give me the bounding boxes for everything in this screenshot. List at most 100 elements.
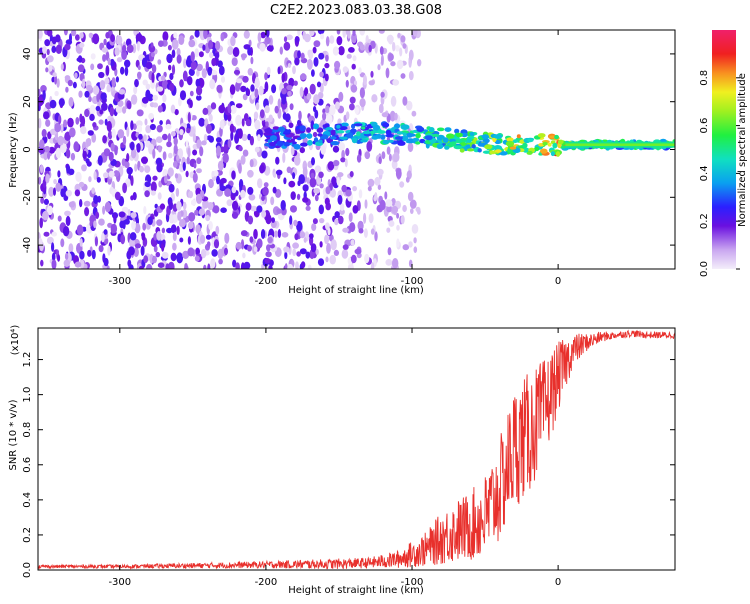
noise-cell <box>378 103 384 114</box>
noise-cell <box>286 85 293 91</box>
noise-cell <box>276 208 282 214</box>
noise-cell <box>173 161 178 168</box>
noise-cell <box>51 242 55 252</box>
noise-cell <box>302 196 309 203</box>
noise-cell <box>314 194 319 202</box>
signal-cell <box>372 124 381 131</box>
noise-cell <box>402 96 408 106</box>
noise-cell <box>116 35 123 46</box>
noise-cell <box>127 259 132 268</box>
noise-cell <box>40 197 45 204</box>
noise-cell <box>185 140 189 148</box>
noise-cell <box>187 147 191 158</box>
noise-cell <box>77 64 85 73</box>
noise-cell <box>230 105 237 114</box>
noise-cell <box>268 265 273 269</box>
bottom-y-axis-label: SNR (10 * v/v) <box>8 399 19 470</box>
noise-cell <box>380 91 385 98</box>
noise-cell <box>290 191 296 201</box>
noise-cell <box>240 53 247 59</box>
noise-cell <box>127 209 131 216</box>
noise-cell <box>363 228 368 238</box>
noise-cell <box>292 172 296 180</box>
noise-cell <box>402 244 410 251</box>
signal-cell <box>554 134 559 140</box>
noise-cell <box>296 251 301 257</box>
noise-cell <box>348 47 355 53</box>
noise-cell <box>159 120 163 126</box>
noise-cell <box>387 247 392 256</box>
signal-cell <box>455 132 463 138</box>
noise-cell <box>240 239 245 250</box>
noise-cell <box>325 186 331 195</box>
noise-cell <box>235 81 241 92</box>
noise-cell <box>115 76 119 83</box>
noise-cell <box>358 228 364 234</box>
noise-cell <box>193 162 197 169</box>
noise-cell <box>223 144 229 155</box>
noise-cell <box>216 175 220 185</box>
signal-cell <box>409 133 416 137</box>
top-y-axis-label: Frequency (Hz) <box>8 112 19 188</box>
noise-cell <box>385 259 393 266</box>
noise-cell <box>254 88 259 99</box>
noise-cell <box>266 244 271 252</box>
noise-cell <box>396 238 400 248</box>
signal-cell <box>264 128 273 134</box>
noise-cell <box>167 44 172 51</box>
noise-cell <box>84 207 90 217</box>
noise-cell <box>342 30 346 38</box>
noise-cell <box>196 63 203 72</box>
noise-cell <box>408 49 414 61</box>
noise-cell <box>370 262 375 269</box>
noise-cell <box>76 224 84 236</box>
noise-cell <box>190 199 197 206</box>
noise-cell <box>247 68 253 76</box>
noise-cell <box>103 38 107 46</box>
noise-cell <box>299 86 304 98</box>
noise-cell <box>305 251 311 259</box>
noise-cell <box>215 145 222 157</box>
noise-cell <box>245 202 252 211</box>
noise-cell <box>277 98 281 109</box>
noise-cell <box>283 36 288 43</box>
noise-cell <box>162 94 167 103</box>
noise-cell <box>63 259 70 267</box>
noise-cell <box>99 109 104 115</box>
noise-cell <box>208 178 214 189</box>
noise-cell <box>135 120 143 127</box>
noise-cell <box>353 80 358 86</box>
noise-cell <box>72 81 77 89</box>
noise-cell <box>395 45 400 52</box>
noise-cell <box>213 239 220 249</box>
noise-cell <box>211 58 217 67</box>
noise-cell <box>294 233 299 241</box>
noise-cell <box>122 135 127 146</box>
signal-cell <box>481 134 490 140</box>
noise-cell <box>281 95 287 105</box>
noise-cell <box>126 44 134 53</box>
noise-cell <box>68 97 74 107</box>
noise-cell <box>182 201 187 210</box>
noise-cell <box>126 181 131 187</box>
noise-cell <box>55 44 62 54</box>
noise-cell <box>326 242 331 254</box>
noise-cell <box>142 186 148 192</box>
noise-cell <box>195 78 201 88</box>
noise-cell <box>284 251 288 260</box>
signal-cell <box>318 139 323 143</box>
noise-cell <box>172 242 177 251</box>
noise-cell <box>271 84 277 94</box>
signal-cell <box>362 130 371 135</box>
noise-cell <box>281 88 287 95</box>
noise-cell <box>259 109 265 119</box>
signal-cell <box>537 133 546 138</box>
noise-cell <box>345 79 349 88</box>
noise-cell <box>97 63 103 70</box>
noise-cell <box>158 40 164 47</box>
noise-cell <box>339 208 345 215</box>
signal-cell <box>557 139 564 145</box>
noise-cell <box>345 147 350 157</box>
signal-cell <box>552 142 558 149</box>
noise-cell <box>264 72 268 81</box>
